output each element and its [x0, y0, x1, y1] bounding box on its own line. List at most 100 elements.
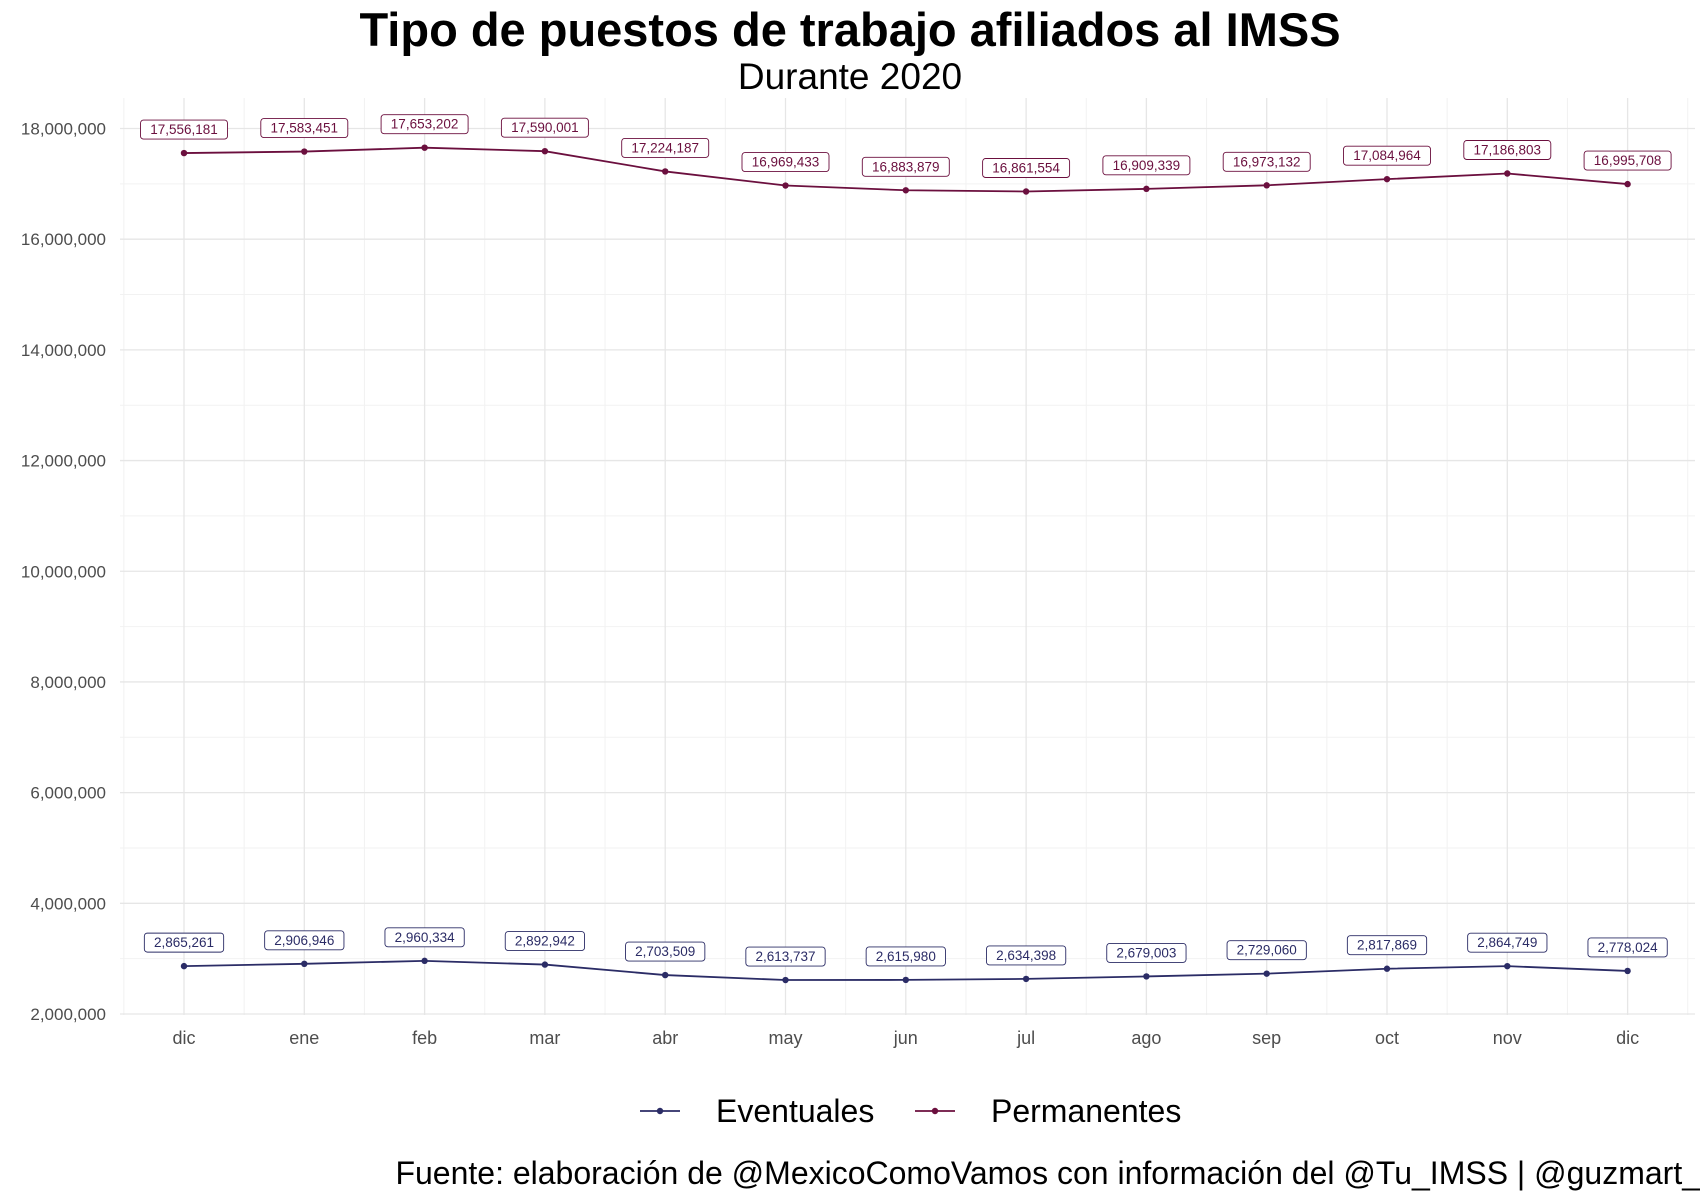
- data-point-eventuales: [1263, 970, 1270, 977]
- data-label-box: [504, 931, 586, 952]
- x-tick-label: ago: [1131, 1028, 1161, 1048]
- x-tick-label: ene: [289, 1028, 319, 1048]
- legend-label: Eventuales: [716, 1093, 874, 1129]
- data-label: 17,590,001: [511, 120, 579, 135]
- data-label-box: [982, 158, 1071, 178]
- data-label: 17,556,181: [150, 122, 218, 137]
- data-point-eventuales: [782, 976, 789, 984]
- data-point-permanentes: [301, 148, 308, 155]
- data-label-box: [861, 156, 950, 177]
- x-tick-label: may: [768, 1028, 802, 1048]
- data-point-permanentes: [1504, 170, 1511, 177]
- data-label-box: [384, 927, 465, 948]
- y-tick-label: 8,000,000: [30, 673, 106, 692]
- data-label-box: [741, 152, 830, 172]
- source-caption: Fuente: elaboración de @MexicoComoVamos …: [395, 1155, 1700, 1191]
- data-point-eventuales: [1143, 973, 1150, 980]
- y-tick-label: 16,000,000: [21, 230, 106, 249]
- data-point-permanentes: [782, 182, 789, 189]
- x-tick-label: abr: [652, 1028, 678, 1048]
- y-tick-label: 18,000,000: [21, 120, 106, 139]
- x-tick-label: jul: [1016, 1028, 1035, 1048]
- data-label: 16,909,339: [1113, 158, 1181, 173]
- data-label-box: [1583, 150, 1672, 171]
- data-label: 2,729,060: [1237, 943, 1297, 958]
- data-label-box: [621, 137, 710, 158]
- data-label: 2,679,003: [1116, 945, 1176, 960]
- data-point-permanentes: [1263, 182, 1270, 189]
- data-label-box: [380, 114, 469, 135]
- data-label-box: [1106, 942, 1187, 963]
- y-tick-label: 10,000,000: [21, 562, 106, 581]
- y-tick-label: 12,000,000: [21, 452, 106, 471]
- data-label: 17,653,202: [391, 117, 459, 132]
- data-label-box: [1463, 140, 1552, 160]
- data-label: 16,969,433: [752, 155, 820, 170]
- data-label-box: [1467, 932, 1548, 953]
- chart-subtitle: Durante 2020: [737, 56, 963, 97]
- data-label: 2,960,334: [395, 930, 456, 945]
- data-label: 2,864,749: [1477, 935, 1537, 950]
- data-label: 16,861,554: [992, 161, 1060, 176]
- data-label: 16,973,132: [1233, 154, 1301, 169]
- x-tick-label: sep: [1252, 1028, 1281, 1048]
- data-label-box: [745, 946, 826, 967]
- x-tick-label: mar: [529, 1028, 560, 1048]
- data-point-permanentes: [421, 144, 428, 151]
- data-point-eventuales: [1022, 975, 1030, 983]
- data-label: 2,778,024: [1598, 940, 1659, 955]
- data-point-eventuales: [662, 971, 669, 979]
- data-label-box: [1226, 940, 1307, 961]
- data-label-box: [865, 946, 946, 967]
- data-point-eventuales: [541, 961, 549, 968]
- data-label: 2,892,942: [515, 934, 575, 949]
- x-tick-label: feb: [412, 1028, 437, 1048]
- data-label-box: [140, 119, 228, 140]
- data-label-box: [1102, 155, 1191, 176]
- data-point-eventuales: [180, 962, 188, 970]
- data-label: 17,084,964: [1353, 148, 1421, 163]
- data-label-box: [1222, 151, 1311, 172]
- data-point-permanentes: [180, 149, 188, 157]
- x-tick-label: dic: [1616, 1028, 1639, 1048]
- data-point-eventuales: [301, 960, 308, 968]
- data-point-eventuales: [1383, 965, 1391, 972]
- data-label: 17,224,187: [631, 140, 699, 155]
- data-label: 17,583,451: [271, 121, 339, 136]
- data-point-permanentes: [1383, 175, 1391, 183]
- data-label-box: [1346, 935, 1428, 956]
- data-label: 2,817,869: [1357, 938, 1417, 953]
- data-label: 2,906,946: [274, 933, 334, 948]
- data-point-permanentes: [1624, 180, 1631, 188]
- legend-key-point: [656, 1107, 664, 1115]
- data-label-box: [143, 932, 225, 953]
- data-label: 2,613,737: [755, 949, 815, 964]
- data-label: 2,703,509: [635, 944, 695, 959]
- data-point-eventuales: [902, 976, 909, 984]
- chart-title: Tipo de puestos de trabajo afiliados al …: [359, 3, 1341, 56]
- data-point-permanentes: [541, 147, 549, 155]
- data-label-box: [260, 118, 349, 139]
- line-chart: 2,000,000 4,000,000 6,000,000 8,000,000 10,0…: [21, 98, 1695, 1129]
- data-label-box: [500, 117, 589, 138]
- data-label: 16,995,708: [1594, 153, 1662, 168]
- data-label-box: [986, 945, 1067, 966]
- x-tick-label: oct: [1375, 1028, 1399, 1048]
- y-tick-label: 4,000,000: [30, 894, 106, 913]
- data-label: 2,634,398: [996, 948, 1056, 963]
- data-point-eventuales: [1624, 967, 1631, 975]
- y-tick-label: 6,000,000: [30, 784, 106, 803]
- data-label-box: [625, 941, 706, 962]
- data-label-box: [1587, 937, 1668, 958]
- data-point-eventuales: [1504, 962, 1511, 970]
- y-tick-label: 14,000,000: [21, 341, 106, 360]
- data-point-permanentes: [1143, 185, 1150, 193]
- data-point-permanentes: [902, 187, 909, 194]
- data-label: 17,186,803: [1474, 143, 1542, 158]
- x-tick-label: nov: [1493, 1028, 1522, 1048]
- data-point-eventuales: [421, 957, 428, 965]
- x-tick-label: dic: [172, 1028, 195, 1048]
- data-label-box: [264, 930, 345, 951]
- x-tick-label: jun: [893, 1028, 918, 1048]
- legend-key-point: [931, 1107, 939, 1115]
